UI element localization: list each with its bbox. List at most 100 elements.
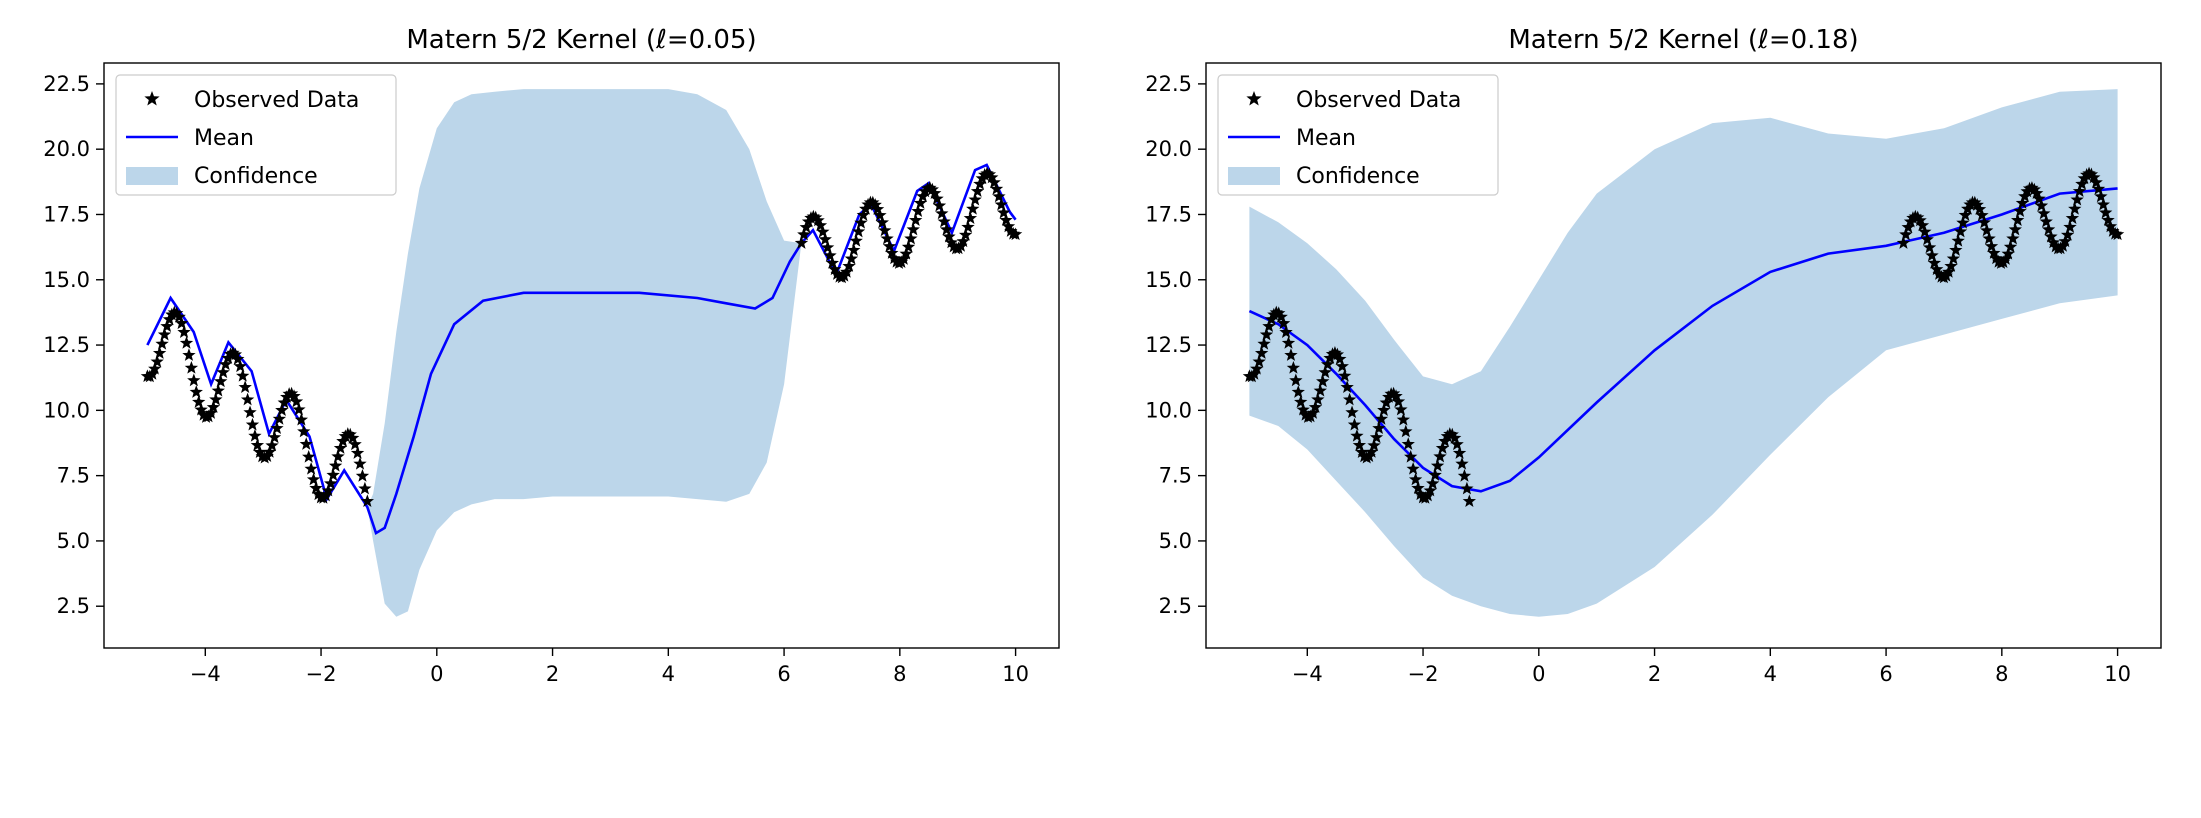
observed-point (206, 400, 221, 414)
observed-point (2094, 189, 2108, 203)
observed-point (1364, 445, 1379, 458)
observed-point (240, 392, 255, 406)
observed-point (1411, 481, 1425, 494)
observed-point (1291, 385, 1305, 398)
observed-point (194, 402, 208, 416)
observed-point (818, 232, 832, 246)
observed-point (289, 394, 304, 408)
observed-point (248, 428, 262, 442)
observed-point (797, 227, 811, 241)
observed-point (828, 262, 842, 276)
observed-point (909, 213, 923, 227)
observed-point (1946, 251, 1961, 265)
x-tick-label: 10 (1002, 662, 1029, 686)
observed-point (218, 357, 233, 371)
observed-point (868, 198, 882, 211)
observed-point (913, 196, 928, 209)
observed-point (1413, 487, 1428, 501)
observed-point (1367, 438, 1381, 452)
observed-point (942, 229, 956, 243)
observed-point (297, 424, 311, 438)
x-tick-label: 6 (1879, 662, 1892, 686)
observed-point (231, 352, 245, 365)
observed-point (1379, 395, 1393, 409)
observed-point (309, 481, 323, 494)
observed-point (214, 374, 228, 388)
x-tick-label: 6 (777, 662, 790, 686)
observed-point (963, 211, 978, 224)
observed-point (2096, 197, 2110, 211)
observed-point (970, 184, 985, 198)
observed-point (284, 386, 299, 400)
observed-point (2065, 211, 2080, 224)
observed-point (882, 239, 897, 253)
observed-point (2041, 222, 2056, 236)
observed-point (1941, 265, 1956, 278)
observed-point (939, 222, 954, 236)
observed-point (911, 204, 925, 217)
observed-point (870, 202, 885, 216)
x-tick-label: 2 (546, 662, 559, 686)
observed-point (849, 234, 863, 247)
observed-point (292, 402, 306, 416)
observed-point (1394, 402, 1408, 416)
observed-point (866, 195, 880, 209)
observed-point (2008, 222, 2022, 236)
observed-point (854, 215, 868, 229)
observed-point (1386, 386, 1401, 400)
observed-point (794, 236, 809, 249)
x-tick-label: 0 (430, 662, 443, 686)
observed-point (211, 383, 225, 397)
y-tick-label: 7.5 (1159, 464, 1192, 488)
observed-point (326, 468, 340, 481)
observed-point (1987, 246, 2001, 259)
observed-point (1355, 445, 1369, 458)
observed-point (2068, 202, 2082, 215)
y-tick-label: 5.0 (1159, 529, 1192, 553)
observed-point (267, 430, 282, 444)
observed-point (1294, 395, 1308, 408)
observed-point (830, 267, 844, 280)
observed-point (209, 392, 223, 406)
observed-point (1286, 361, 1301, 374)
observed-point (1435, 441, 1450, 454)
observed-point (935, 206, 949, 220)
observed-point (2032, 191, 2046, 205)
legend-box (1217, 74, 1499, 196)
observed-point (2006, 231, 2020, 245)
legend-confidence-swatch (126, 167, 178, 185)
observed-point (1944, 259, 1958, 272)
observed-point (901, 240, 916, 253)
observed-point (958, 228, 973, 241)
observed-point (2089, 175, 2103, 189)
observed-point (182, 348, 196, 361)
observed-point (1930, 262, 1944, 276)
observed-point (1345, 405, 1359, 419)
observed-point (1452, 446, 1467, 459)
observed-point (2001, 246, 2015, 260)
y-tick-label: 12.5 (43, 333, 90, 357)
observed-point (1901, 220, 1915, 234)
observed-point (204, 406, 218, 419)
observed-point (348, 437, 362, 451)
observed-point (851, 224, 866, 238)
observed-point (187, 373, 201, 387)
legend-confidence-label: Confidence (194, 164, 318, 189)
x-tick-label: −2 (1408, 662, 1439, 686)
observed-point (1457, 469, 1472, 482)
observed-point (2070, 192, 2084, 206)
legend-observed-marker (1246, 91, 1262, 106)
observed-point (1949, 243, 1963, 256)
observed-point (2106, 224, 2120, 237)
observed-point (177, 325, 191, 338)
y-tick-label: 5.0 (57, 529, 90, 553)
observed-point (1389, 389, 1403, 402)
observed-point (196, 408, 211, 421)
observed-point (306, 472, 321, 486)
y-tick-label: 15.0 (1145, 268, 1192, 292)
observed-point (966, 202, 980, 215)
observed-point (250, 438, 265, 451)
observed-point (856, 208, 870, 221)
observed-point (989, 182, 1004, 195)
observed-point (2101, 213, 2115, 226)
